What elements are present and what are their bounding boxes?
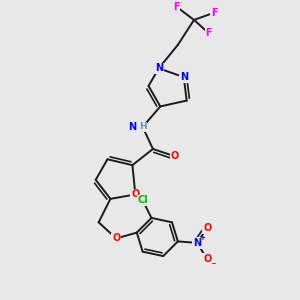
Text: O: O: [203, 254, 211, 264]
Text: F: F: [206, 28, 212, 38]
Text: Cl: Cl: [137, 195, 148, 205]
Text: O: O: [131, 190, 140, 200]
Text: O: O: [171, 151, 179, 161]
Text: F: F: [173, 2, 180, 12]
Text: F: F: [211, 8, 218, 18]
Text: −: −: [211, 261, 217, 267]
Text: N: N: [180, 72, 188, 82]
Text: N: N: [128, 122, 136, 132]
Text: H: H: [139, 122, 146, 131]
Text: N: N: [193, 238, 201, 248]
Text: +: +: [199, 235, 205, 241]
Text: O: O: [203, 223, 211, 233]
Text: N: N: [155, 63, 163, 73]
Text: O: O: [112, 233, 120, 244]
